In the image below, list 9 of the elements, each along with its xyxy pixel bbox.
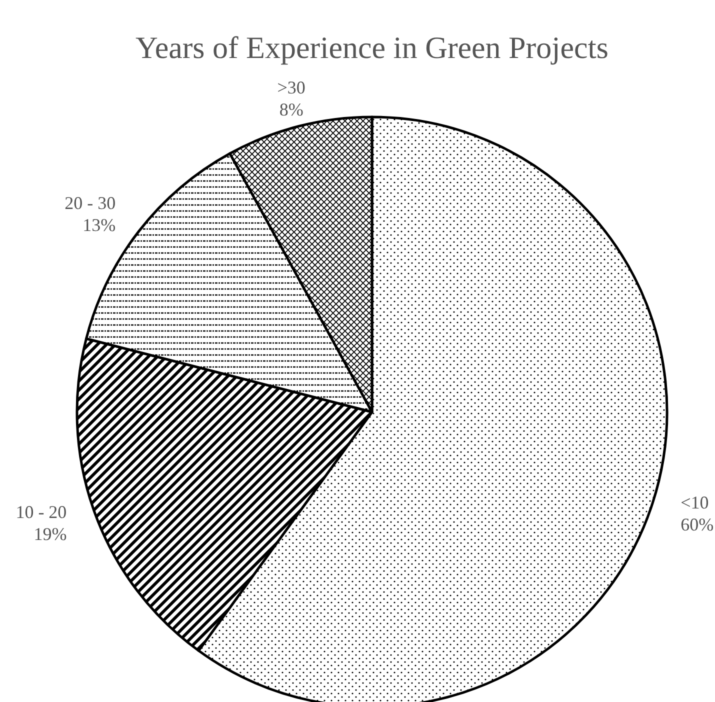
data-label: 13% — [82, 215, 116, 236]
slice-label: 10 - 20 — [16, 502, 67, 522]
data-label: 60% — [680, 514, 714, 534]
slice-label: <10 — [680, 492, 709, 512]
slice-label: 20 - 30 — [64, 193, 116, 214]
data-label: 19% — [34, 524, 67, 544]
chart-title: Years of Experience in Green Projects — [136, 30, 608, 65]
data-label: 8% — [279, 100, 304, 120]
slice-label: >30 — [277, 78, 306, 98]
